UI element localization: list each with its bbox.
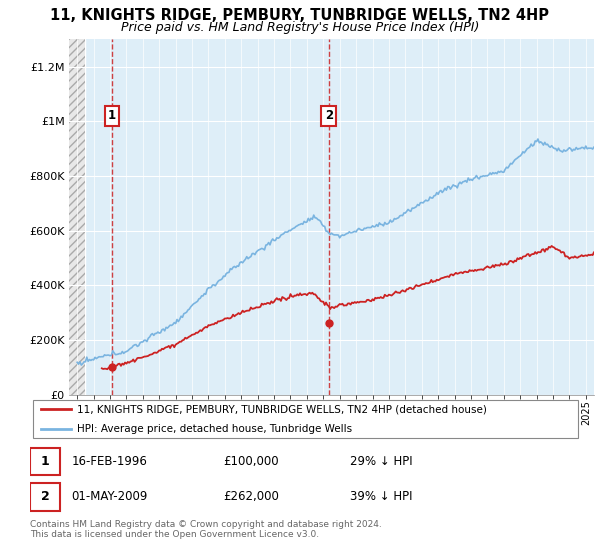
Text: 2: 2 bbox=[325, 109, 333, 122]
Text: 1: 1 bbox=[41, 455, 50, 468]
Text: 29% ↓ HPI: 29% ↓ HPI bbox=[350, 455, 413, 468]
Text: 11, KNIGHTS RIDGE, PEMBURY, TUNBRIDGE WELLS, TN2 4HP (detached house): 11, KNIGHTS RIDGE, PEMBURY, TUNBRIDGE WE… bbox=[77, 404, 487, 414]
Text: 39% ↓ HPI: 39% ↓ HPI bbox=[350, 490, 413, 503]
Text: £262,000: £262,000 bbox=[223, 490, 279, 503]
Text: £100,000: £100,000 bbox=[223, 455, 279, 468]
Text: Contains HM Land Registry data © Crown copyright and database right 2024.
This d: Contains HM Land Registry data © Crown c… bbox=[30, 520, 382, 539]
Text: Price paid vs. HM Land Registry's House Price Index (HPI): Price paid vs. HM Land Registry's House … bbox=[121, 21, 479, 34]
Text: HPI: Average price, detached house, Tunbridge Wells: HPI: Average price, detached house, Tunb… bbox=[77, 424, 352, 434]
FancyBboxPatch shape bbox=[30, 447, 61, 475]
Text: 2: 2 bbox=[41, 490, 50, 503]
Text: 16-FEB-1996: 16-FEB-1996 bbox=[71, 455, 147, 468]
FancyBboxPatch shape bbox=[30, 483, 61, 511]
Text: 11, KNIGHTS RIDGE, PEMBURY, TUNBRIDGE WELLS, TN2 4HP: 11, KNIGHTS RIDGE, PEMBURY, TUNBRIDGE WE… bbox=[50, 8, 550, 24]
Bar bbox=[69, 39, 85, 395]
Text: 1: 1 bbox=[108, 109, 116, 122]
FancyBboxPatch shape bbox=[33, 400, 578, 437]
Text: 01-MAY-2009: 01-MAY-2009 bbox=[71, 490, 148, 503]
Bar bbox=[69, 39, 85, 395]
